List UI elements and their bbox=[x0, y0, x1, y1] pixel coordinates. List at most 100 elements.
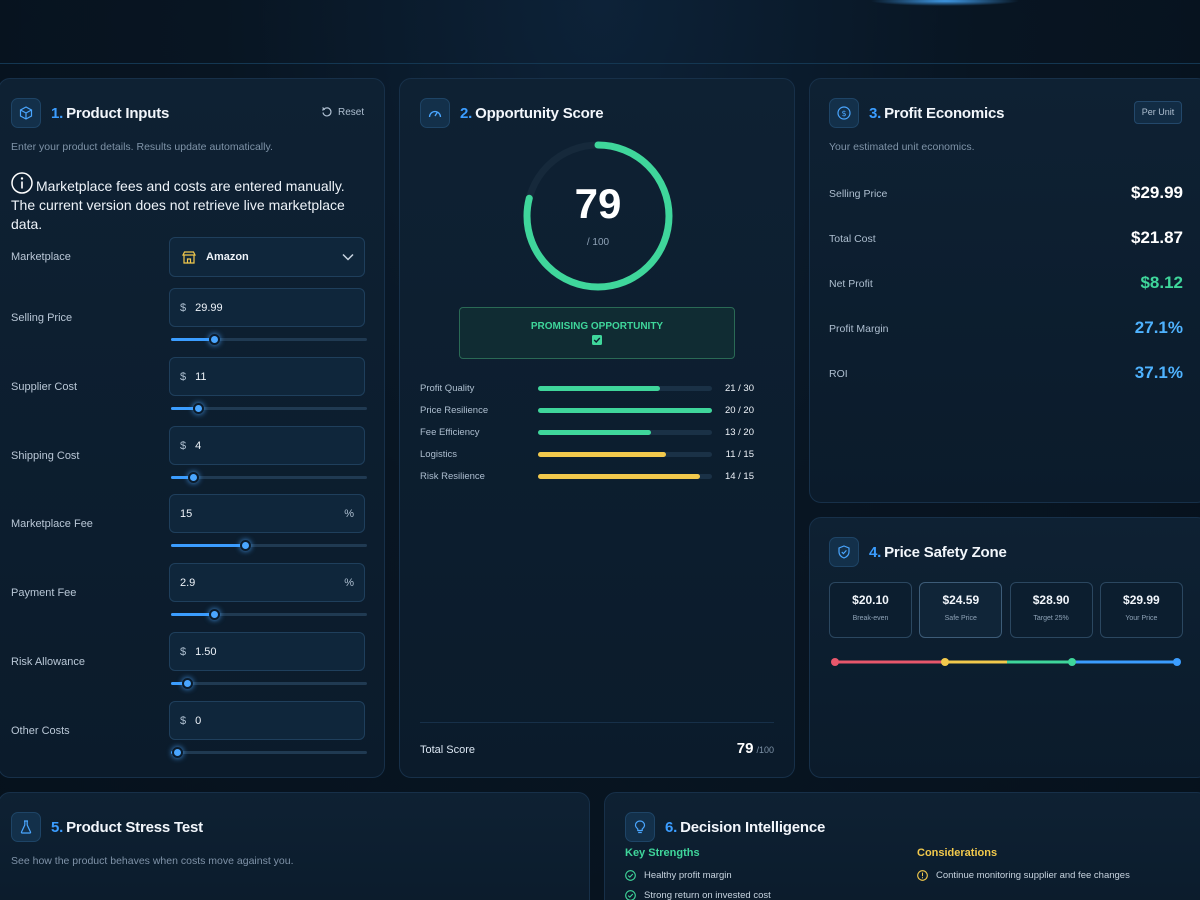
strength-text: Healthy profit margin bbox=[644, 870, 732, 881]
percent-suffix: % bbox=[344, 507, 354, 520]
field-slider[interactable] bbox=[171, 472, 367, 483]
score-gauge-arc bbox=[523, 141, 673, 291]
slider-fill bbox=[171, 682, 187, 685]
percent-suffix: % bbox=[344, 576, 354, 589]
manual-data-notice: Marketplace fees and costs are entered m… bbox=[11, 172, 371, 234]
field-slider[interactable] bbox=[171, 747, 367, 758]
metric-bar-fill bbox=[538, 386, 660, 391]
profit-economics-subtitle: Your estimated unit economics. bbox=[829, 141, 975, 153]
field-slider[interactable] bbox=[171, 334, 367, 345]
currency-prefix: $ bbox=[180, 301, 187, 314]
field-value: 15 bbox=[180, 507, 193, 520]
shield-icon bbox=[829, 537, 859, 567]
score-metric-row: Price Resilience 20 / 20 bbox=[420, 403, 774, 417]
economics-label: ROI bbox=[829, 368, 848, 380]
field-slider[interactable] bbox=[171, 678, 367, 689]
field-value: 4 bbox=[195, 439, 202, 452]
metric-label: Risk Resilience bbox=[420, 471, 485, 482]
field-input[interactable]: $11 bbox=[169, 357, 365, 396]
field-value: 11 bbox=[195, 370, 207, 383]
slider-thumb[interactable] bbox=[193, 403, 205, 414]
metric-bar bbox=[538, 430, 712, 435]
score-metric-row: Logistics 11 / 15 bbox=[420, 447, 774, 461]
price-safety-panel bbox=[809, 517, 1200, 778]
slider-thumb[interactable] bbox=[187, 472, 199, 483]
opportunity-score-title: 2. Opportunity Score bbox=[460, 104, 604, 122]
currency-prefix: $ bbox=[180, 645, 187, 658]
economics-value: $8.12 bbox=[1140, 273, 1183, 292]
stress-test-panel bbox=[0, 792, 590, 900]
warning-circle-icon bbox=[917, 870, 928, 881]
per-unit-badge[interactable]: Per Unit bbox=[1134, 101, 1182, 124]
key-strengths-title: Key Strengths bbox=[625, 847, 700, 859]
slider-thumb[interactable] bbox=[209, 334, 221, 345]
field-value: 29.99 bbox=[195, 301, 223, 314]
field-label: Risk Allowance bbox=[11, 656, 85, 668]
product-inputs-title: 1. Product Inputs bbox=[51, 105, 169, 122]
metric-bar bbox=[538, 474, 712, 479]
total-score-number: 79 bbox=[736, 740, 754, 757]
dollar-icon: $ bbox=[829, 98, 859, 128]
slider-fill bbox=[171, 613, 215, 616]
score-metric-row: Profit Quality 21 / 30 bbox=[420, 381, 774, 395]
economics-value: $21.87 bbox=[1131, 228, 1183, 247]
top-header-glow bbox=[0, 0, 1200, 64]
opportunity-score-header: 2. Opportunity Score bbox=[420, 98, 604, 128]
field-input[interactable]: 2.9% bbox=[169, 563, 365, 602]
field-value: 2.9 bbox=[180, 576, 196, 589]
field-input[interactable]: 15% bbox=[169, 494, 365, 533]
slider-thumb[interactable] bbox=[240, 540, 252, 551]
profit-economics-title: 3. Profit Economics bbox=[869, 105, 1004, 122]
section-number: 2. bbox=[460, 104, 473, 122]
field-input[interactable]: $4 bbox=[169, 426, 365, 465]
field-slider[interactable] bbox=[171, 540, 367, 551]
field-input[interactable]: $29.99 bbox=[169, 288, 365, 327]
slider-track bbox=[171, 682, 367, 685]
marketplace-select[interactable]: Amazon bbox=[169, 237, 365, 277]
score-value: 79 bbox=[574, 180, 622, 227]
field-slider[interactable] bbox=[171, 609, 367, 620]
stress-test-title: 5. Product Stress Test bbox=[51, 819, 203, 836]
metric-label: Fee Efficiency bbox=[420, 427, 480, 438]
safe-price-marker bbox=[941, 658, 949, 666]
metric-bar bbox=[538, 452, 712, 457]
marketplace-value: Amazon bbox=[206, 251, 249, 263]
field-slider[interactable] bbox=[171, 403, 367, 414]
price-safety-scale bbox=[831, 658, 1181, 666]
reset-icon bbox=[321, 107, 332, 117]
profit-economics-header: $ 3. Profit Economics bbox=[829, 98, 1004, 128]
store-icon bbox=[182, 250, 196, 264]
metric-bar-fill bbox=[538, 452, 666, 457]
field-input[interactable]: $1.50 bbox=[169, 632, 365, 671]
check-circle-icon bbox=[625, 870, 636, 881]
price-card-label: Safe Price bbox=[944, 615, 977, 622]
slider-fill bbox=[171, 476, 193, 479]
svg-text:$: $ bbox=[841, 109, 846, 118]
slider-thumb[interactable] bbox=[181, 678, 193, 689]
metric-value: 11 / 15 bbox=[725, 449, 754, 460]
slider-thumb[interactable] bbox=[209, 609, 221, 620]
price-card: $24.59 Safe Price bbox=[919, 582, 1003, 638]
considerations-title: Considerations bbox=[917, 847, 998, 859]
section-title-text: Opportunity Score bbox=[475, 104, 604, 122]
flask-icon bbox=[11, 812, 41, 842]
target-price-marker bbox=[1068, 658, 1076, 666]
score-gauge bbox=[523, 141, 673, 291]
slider-thumb[interactable] bbox=[171, 747, 183, 758]
marketplace-label: Marketplace bbox=[11, 251, 71, 263]
section-number: 1. bbox=[51, 104, 64, 122]
verdict-badge: PROMISING OPPORTUNITY bbox=[459, 307, 735, 359]
price-safety-header: 4. Price Safety Zone bbox=[829, 537, 1007, 567]
currency-prefix: $ bbox=[180, 439, 187, 452]
field-input[interactable]: $0 bbox=[169, 701, 365, 740]
field-label: Other Costs bbox=[11, 725, 70, 737]
reset-label: Reset bbox=[338, 106, 365, 118]
field-label: Supplier Cost bbox=[11, 381, 78, 393]
economics-value: $29.99 bbox=[1131, 183, 1183, 202]
price-card-value: $29.99 bbox=[1123, 593, 1160, 607]
section-number: 3. bbox=[869, 104, 882, 122]
opportunity-score-panel bbox=[399, 78, 795, 778]
info-icon bbox=[11, 172, 33, 194]
slider-fill bbox=[171, 544, 246, 547]
reset-button[interactable]: Reset bbox=[321, 106, 364, 118]
